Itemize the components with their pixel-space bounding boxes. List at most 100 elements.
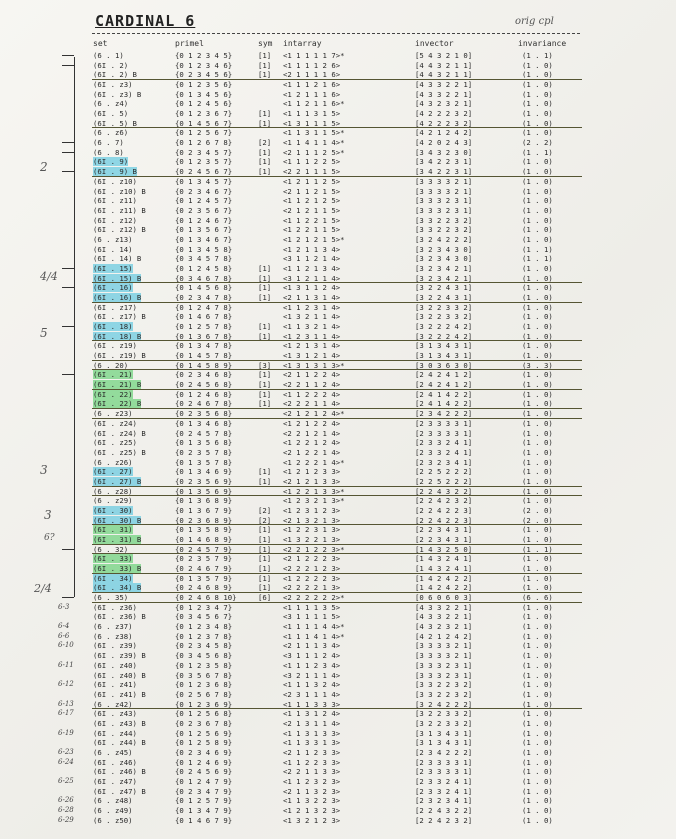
table-row: (6I . z39) {0 2 3 4 5 8} <2 1 1 1 3 4> [3 3…	[0, 641, 676, 650]
set-name: (6 . z13)	[93, 234, 133, 244]
inversion-vector: [3 3 3 2 3 1]	[415, 670, 473, 680]
prime-form: {0 1 2 3 5 8}	[175, 660, 233, 670]
set-name: (6I . 18) B	[93, 331, 142, 341]
prime-form: {0 1 2 3 6 8}	[175, 680, 233, 690]
invariance: (1 . 0)	[522, 273, 553, 283]
inversion-vector: [4 2 0 2 4 3]	[415, 138, 473, 148]
table-row: (6I . z12) B {0 1 3 5 6 7} <1 2 2 1 1 5> [3…	[0, 225, 676, 234]
interval-array: <1 1 1 1 1 7>*	[283, 51, 345, 60]
invariance: (1 . 0)	[522, 370, 553, 380]
table-row: (6I . 16) B {0 2 3 4 7 8} [1] <2 1 1 3 1 4>…	[0, 293, 676, 302]
set-name: (6I . z39) B	[93, 651, 146, 661]
set-name: (6I . z17) B	[93, 312, 146, 322]
inversion-vector: [4 4 3 2 1 1]	[415, 70, 473, 80]
set-name: (6I . z41)	[93, 680, 137, 690]
interval-array: <1 2 1 2 2 4>	[283, 418, 341, 428]
invariance: (1 . 0)	[522, 380, 553, 390]
invariance: (1 . 0)	[522, 128, 553, 138]
symmetry: [1]	[258, 263, 272, 273]
inversion-vector: [2 2 4 2 2 3]	[415, 505, 473, 515]
inversion-vector: [3 4 2 2 3 1]	[415, 157, 473, 167]
prime-form: {0 2 3 5 7 9}	[175, 554, 233, 564]
interval-array: <1 1 2 1 2 5>	[283, 196, 341, 206]
table-row: (6I . 9) {0 1 2 3 5 7} [1] <1 1 1 2 2 5> [3 …	[0, 157, 676, 167]
bracket-tick	[62, 64, 74, 66]
prime-form: {0 1 2 5 6 9}	[175, 728, 233, 738]
interval-array: <1 2 1 3 2 3>	[283, 806, 341, 816]
set-name: (6 . 1)	[93, 51, 124, 60]
handwritten-z-correspondent: 6-17	[58, 709, 74, 718]
inversion-vector: [3 2 2 3 3 2]	[415, 709, 473, 719]
invariance: (1 . 0)	[522, 554, 553, 564]
prime-form: {0 1 2 3 4 7}	[175, 602, 233, 612]
prime-form: {0 1 3 5 6 7}	[175, 225, 233, 235]
table-row: (6I . 18) {0 1 2 5 7 8} [1] <1 1 3 2 1 4> [3…	[0, 322, 676, 332]
set-name: (6I . 21)	[93, 370, 133, 380]
set-name: (6I . z24)	[93, 418, 137, 428]
interval-array: <1 1 3 1 1 5>*	[283, 128, 345, 138]
inversion-vector: [2 2 4 2 2 3]	[415, 515, 473, 525]
interval-array: <2 2 2 1 2 3>	[283, 564, 341, 574]
interval-array: <1 1 1 1 2 6>	[283, 60, 341, 70]
inversion-vector: [3 2 2 3 3 2]	[415, 312, 473, 322]
set-name: (6I . z47) B	[93, 786, 146, 796]
interval-array: <1 1 1 2 2 5>	[283, 157, 341, 167]
prime-form: {0 1 3 5 6 8}	[175, 438, 233, 448]
invariance: (1 . 0)	[522, 293, 553, 302]
inversion-vector: [2 2 4 2 3 2]	[415, 496, 473, 506]
invariance: (1 . 0)	[522, 351, 553, 361]
set-name: (6I . z19) B	[93, 351, 146, 361]
interval-array: <1 1 2 3 1 4>	[283, 302, 341, 312]
inversion-vector: [3 3 3 3 2 1]	[415, 186, 473, 196]
table-row: (6 . 7) {0 1 2 6 7 8} [2] <1 1 4 1 1 4>* [4 …	[0, 138, 676, 147]
table-row: (6 . z38) {0 1 2 3 7 8} <1 1 1 4 1 4>* [4 2…	[0, 632, 676, 641]
table-row: (6I . 16) {0 1 4 5 6 8} [1] <1 3 1 1 2 4> [3…	[0, 283, 676, 293]
set-name: (6 . z38)	[93, 631, 133, 641]
set-name: (6I . z3) B	[93, 89, 142, 99]
set-name: (6I . z3)	[93, 80, 133, 90]
inversion-vector: [3 3 2 2 3 2]	[415, 225, 473, 235]
invariance: (1 . 1)	[522, 244, 553, 254]
invariance: (1 . 0)	[522, 476, 553, 486]
invariance: (1 . 0)	[522, 80, 553, 90]
inversion-vector: [3 3 3 2 3 1]	[415, 205, 473, 215]
table-row: (6I . 5) {0 1 2 3 6 7} [1] <1 1 1 3 1 5> [4 …	[0, 109, 676, 118]
invariance: (1 . 0)	[522, 689, 553, 699]
prime-form: {0 1 2 3 4 6}	[175, 60, 233, 70]
interval-array: <1 2 2 1 2 4>	[283, 438, 341, 448]
invariance: (1 . 0)	[522, 157, 553, 167]
prime-form: {0 1 2 4 6 7}	[175, 215, 233, 225]
table-row: (6I . z39) B {0 3 4 5 6 8} <3 1 1 1 2 4> [3…	[0, 651, 676, 660]
prime-form: {0 2 3 5 6 7}	[175, 205, 233, 215]
set-name: (6I . 21) B	[93, 380, 142, 390]
table-row: (6I . z36) {0 1 2 3 4 7} <1 1 1 1 3 5> [4 3…	[0, 603, 676, 612]
inversion-vector: [4 2 2 2 3 2]	[415, 109, 473, 119]
prime-form: {0 1 2 6 7 8}	[175, 138, 233, 148]
invariance: (1 . 0)	[522, 602, 553, 612]
inversion-vector: [3 2 4 2 2 2]	[415, 234, 473, 244]
prime-form: {0 2 3 6 8 9}	[175, 515, 233, 525]
interval-array: <1 1 2 2 2 4>	[283, 389, 341, 399]
set-name: (6I . z10) B	[93, 186, 146, 196]
interval-array: <1 1 3 1 3 3>	[283, 728, 341, 738]
prime-form: {0 1 2 3 7 8}	[175, 631, 233, 641]
invariance: (1 . 0)	[522, 467, 553, 477]
invariance: (1 . 1)	[522, 254, 553, 264]
table-row: (6I . 2) B {0 2 3 4 5 6} [1] <2 1 1 1 1 6> […	[0, 70, 676, 79]
prime-form: {0 1 2 3 6 9}	[175, 699, 233, 709]
prime-form: {0 1 2 4 6 9}	[175, 757, 233, 767]
table-row: (6I . z10) {0 1 3 4 5 7} <1 2 1 1 2 5> [3 3…	[0, 177, 676, 186]
interval-array: <1 2 1 2 1 5>*	[283, 234, 345, 244]
prime-form: {0 2 5 6 7 8}	[175, 689, 233, 699]
handwritten-z-correspondent: 6-3	[58, 602, 70, 611]
set-name: (6I . z36)	[93, 602, 137, 612]
inversion-vector: [4 2 1 2 4 2]	[415, 128, 473, 138]
pair-divider-line	[92, 524, 582, 526]
table-row: (6I . z36) B {0 3 4 5 6 7} <3 1 1 1 1 5> [4…	[0, 612, 676, 621]
table-row: (6 . z13) {0 1 3 4 6 7} <1 2 1 2 1 5>* [3 2…	[0, 235, 676, 244]
set-name: (6I . z46)	[93, 757, 137, 767]
prime-form: {0 1 2 3 4 5}	[175, 51, 233, 60]
prime-form: {0 2 3 5 6 8}	[175, 409, 233, 419]
inversion-vector: [2 3 3 3 3 1]	[415, 767, 473, 777]
inversion-vector: [2 2 5 2 2 2]	[415, 476, 473, 486]
